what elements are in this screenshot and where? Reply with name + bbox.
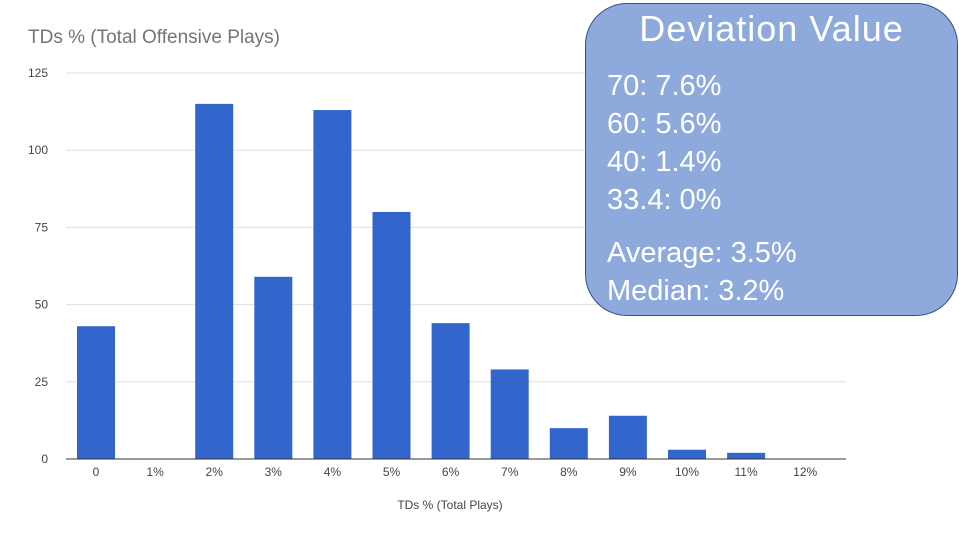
bars <box>77 103 766 459</box>
deviation-item: 33.4: 0% <box>607 184 722 216</box>
y-tick-label: 100 <box>28 143 48 157</box>
deviation-value-callout: Deviation Value 70: 7.6% 60: 5.6% 40: 1.… <box>585 3 958 316</box>
average-stat: Average: 3.5% <box>607 237 797 269</box>
x-tick-label: 7% <box>501 465 519 479</box>
x-tick-label: 0 <box>93 465 100 479</box>
y-tick-label: 0 <box>41 452 48 466</box>
x-axis-label: TDs % (Total Plays) <box>397 498 502 512</box>
x-tick-label: 1% <box>146 465 164 479</box>
bar <box>490 369 529 459</box>
bar <box>727 452 766 459</box>
bar <box>195 103 234 459</box>
x-tick-label: 12% <box>793 465 817 479</box>
bar <box>549 428 588 459</box>
bar <box>254 276 293 459</box>
x-tick-label: 8% <box>560 465 578 479</box>
bar <box>431 323 470 459</box>
deviation-item: 40: 1.4% <box>607 146 722 178</box>
deviation-item: 70: 7.6% <box>607 70 722 102</box>
bar <box>608 415 647 459</box>
x-tick-label: 6% <box>442 465 460 479</box>
x-tick-label: 9% <box>619 465 637 479</box>
callout-title: Deviation Value <box>639 8 904 49</box>
chart-title: TDs % (Total Offensive Plays) <box>28 27 281 48</box>
median-stat: Median: 3.2% <box>607 275 785 307</box>
x-tick-label: 2% <box>206 465 224 479</box>
bar <box>372 211 411 459</box>
y-tick-label: 25 <box>35 375 49 389</box>
deviation-item: 60: 5.6% <box>607 108 722 140</box>
x-tick-label: 5% <box>383 465 401 479</box>
x-tick-label: 11% <box>735 465 758 479</box>
bar <box>313 110 352 459</box>
y-tick-labels: 0 25 50 75 100 125 <box>28 66 48 466</box>
x-tick-label: 3% <box>265 465 283 479</box>
x-tick-label: 10% <box>675 465 699 479</box>
y-tick-label: 125 <box>28 66 48 80</box>
x-tick-labels: 0 1% 2% 3% 4% 5% 6% 7% 8% 9% 10% 11% 12% <box>93 465 818 479</box>
y-tick-label: 75 <box>35 220 49 234</box>
y-tick-label: 50 <box>35 298 49 312</box>
bar <box>77 326 115 459</box>
x-tick-label: 4% <box>324 465 342 479</box>
bar <box>668 449 706 459</box>
stats-list: Average: 3.5% Median: 3.2% <box>607 234 797 310</box>
deviation-list: 70: 7.6% 60: 5.6% 40: 1.4% 33.4: 0% <box>607 67 721 219</box>
